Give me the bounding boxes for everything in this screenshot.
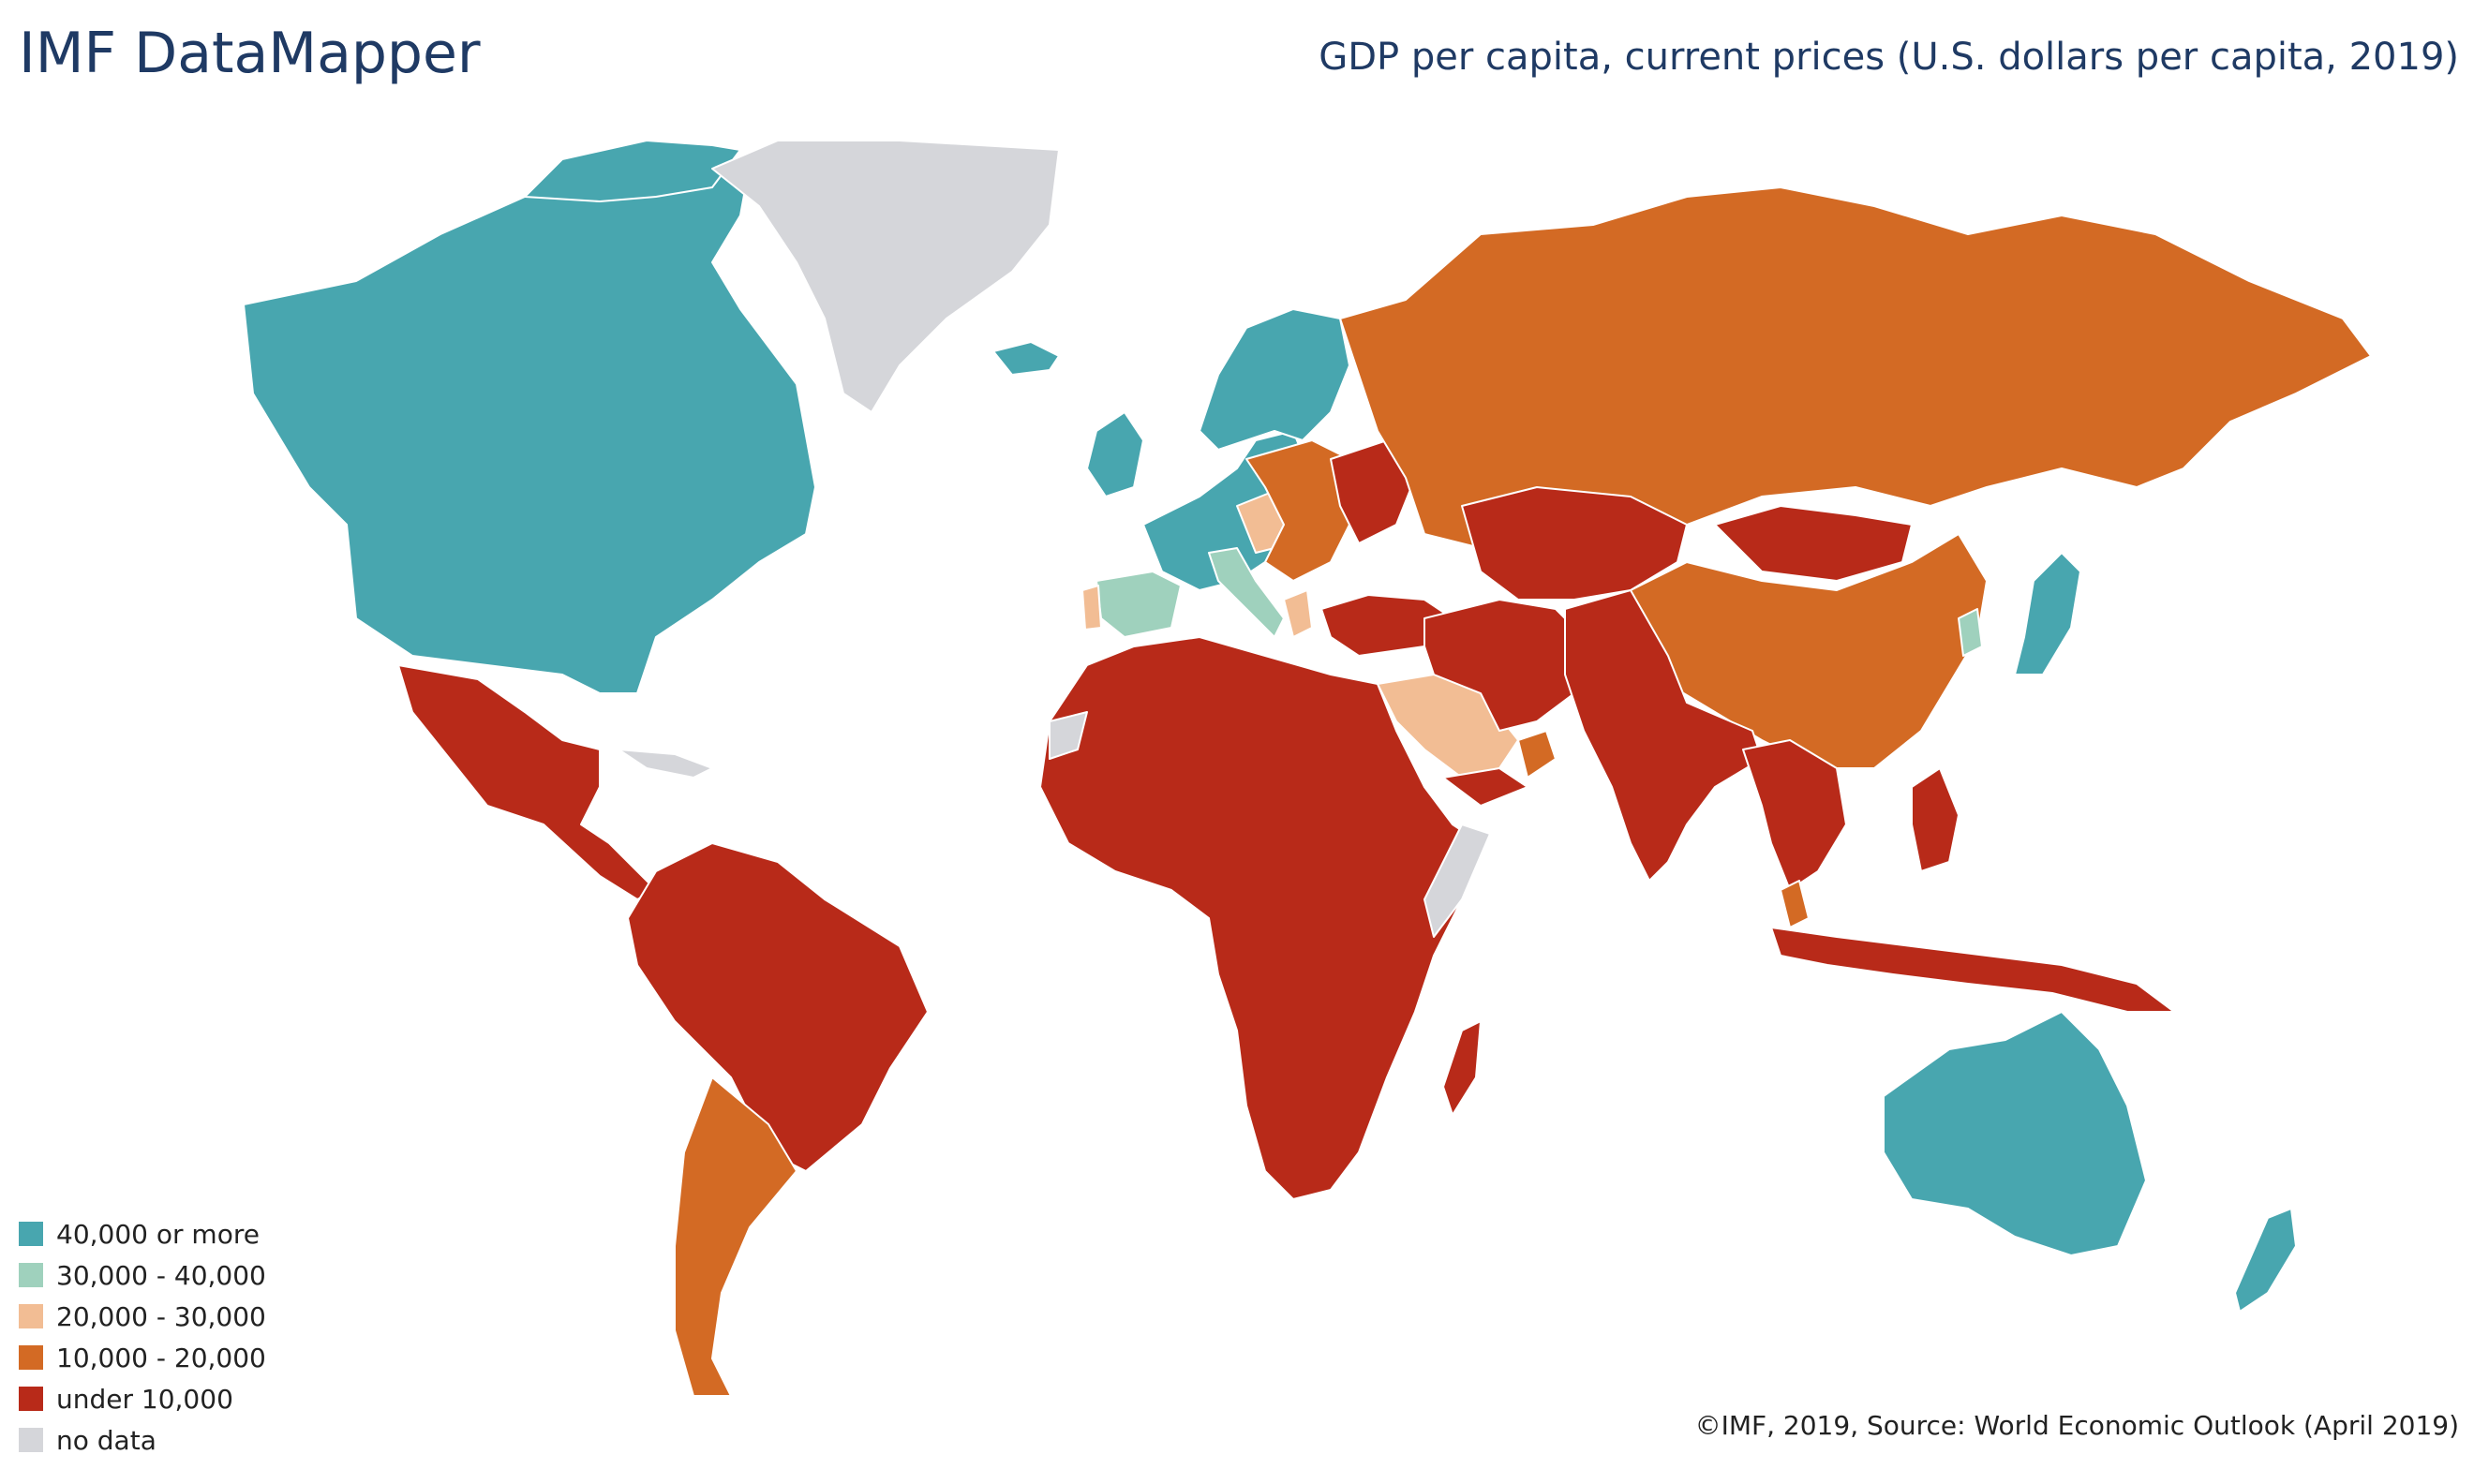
region-portugal[interactable] xyxy=(1081,585,1102,631)
region-mongolia[interactable] xyxy=(1714,505,1913,582)
legend-swatch xyxy=(19,1428,43,1452)
region-greece[interactable] xyxy=(1283,589,1313,638)
map-title: GDP per capita, current prices (U.S. dol… xyxy=(1319,36,2459,79)
region-south-asia[interactable] xyxy=(1564,589,1763,882)
legend-item-no-data: no data xyxy=(19,1419,266,1461)
region-mexico-central-america[interactable] xyxy=(397,664,657,900)
region-south-america[interactable] xyxy=(627,842,929,1172)
region-greenland[interactable] xyxy=(711,140,1060,413)
region-spain[interactable] xyxy=(1095,571,1182,638)
legend-swatch xyxy=(19,1263,43,1287)
legend-item-under-10k: under 10,000 xyxy=(19,1378,266,1419)
legend-swatch xyxy=(19,1345,43,1370)
legend-item-10k-20k: 10,000 - 20,000 xyxy=(19,1337,266,1378)
legend-item-30k-40k: 30,000 - 40,000 xyxy=(19,1254,266,1296)
source-credit: ©IMF, 2019, Source: World Economic Outlo… xyxy=(1694,1410,2459,1441)
region-western-sahara[interactable] xyxy=(1049,711,1088,760)
legend-label: no data xyxy=(56,1424,156,1456)
region-yemen[interactable] xyxy=(1442,767,1528,807)
region-malaysia[interactable] xyxy=(1780,880,1810,928)
legend-swatch xyxy=(19,1222,43,1246)
region-new-zealand[interactable] xyxy=(2234,1208,2297,1313)
legend: 40,000 or more 30,000 - 40,000 20,000 - … xyxy=(19,1213,266,1461)
legend-label: 40,000 or more xyxy=(56,1218,260,1250)
region-oman[interactable] xyxy=(1517,730,1557,779)
region-central-asia[interactable] xyxy=(1461,486,1688,601)
region-japan[interactable] xyxy=(2014,552,2081,675)
region-southeast-asia[interactable] xyxy=(1742,739,1847,891)
region-middle-east[interactable] xyxy=(1423,599,1594,732)
legend-label: under 10,000 xyxy=(56,1383,233,1415)
region-uk-ireland[interactable] xyxy=(1086,411,1144,497)
app-title: IMF DataMapper xyxy=(19,21,481,86)
region-china[interactable] xyxy=(1630,533,1988,769)
region-scandinavia[interactable] xyxy=(1199,308,1350,451)
region-iceland[interactable] xyxy=(992,341,1060,376)
region-korea[interactable] xyxy=(1958,608,1983,657)
region-caribbean[interactable] xyxy=(618,749,713,779)
region-argentina-chile[interactable] xyxy=(674,1076,797,1397)
legend-item-20k-30k: 20,000 - 30,000 xyxy=(19,1296,266,1337)
legend-label: 20,000 - 30,000 xyxy=(56,1300,266,1332)
region-africa[interactable] xyxy=(1039,636,1482,1200)
region-philippines[interactable] xyxy=(1911,767,1960,872)
region-australia[interactable] xyxy=(1883,1011,2147,1256)
legend-swatch xyxy=(19,1387,43,1411)
region-indonesia[interactable] xyxy=(1770,927,2175,1013)
legend-item-40k-plus: 40,000 or more xyxy=(19,1213,266,1254)
legend-swatch xyxy=(19,1304,43,1328)
region-somalia[interactable] xyxy=(1423,824,1491,938)
region-eastern-europe[interactable] xyxy=(1245,439,1360,582)
legend-label: 30,000 - 40,000 xyxy=(56,1259,266,1291)
region-north-america[interactable] xyxy=(243,149,816,694)
region-arctic-islands[interactable] xyxy=(524,140,741,202)
region-italy[interactable] xyxy=(1208,547,1285,638)
region-madagascar[interactable] xyxy=(1442,1020,1482,1116)
legend-label: 10,000 - 20,000 xyxy=(56,1342,266,1373)
